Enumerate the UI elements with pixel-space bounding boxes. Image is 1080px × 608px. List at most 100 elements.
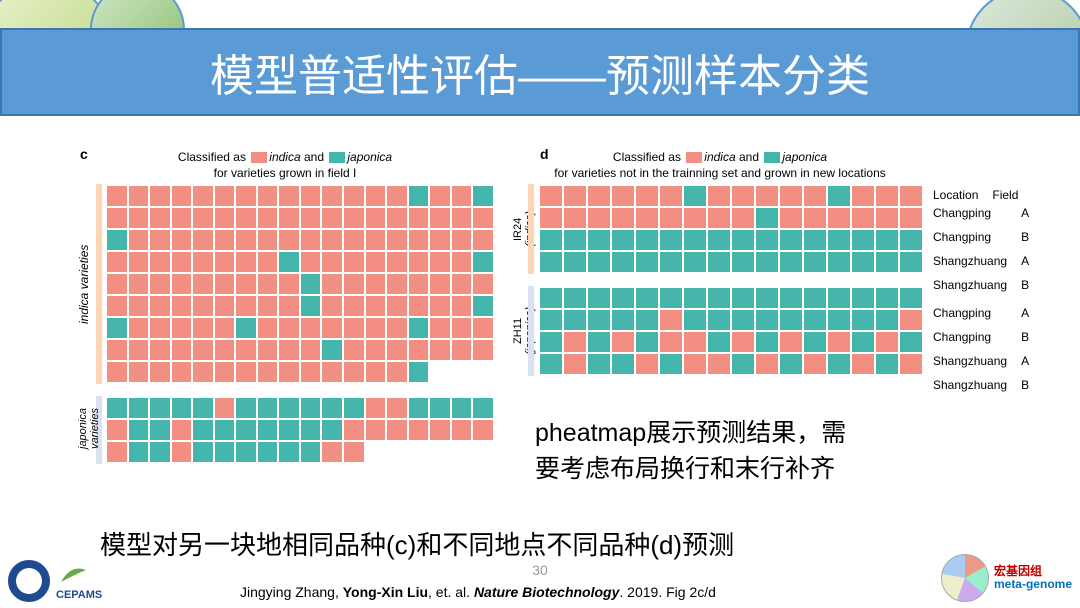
heatmap-cell bbox=[588, 208, 610, 228]
heatmap-cell bbox=[804, 208, 826, 228]
heatmap-cell bbox=[473, 186, 493, 206]
heatmap-cell bbox=[258, 420, 278, 440]
heatmap-cell bbox=[172, 274, 192, 294]
metagenome-pie-icon bbox=[941, 554, 989, 602]
heatmap-cell bbox=[387, 420, 407, 440]
heatmap-cell bbox=[387, 398, 407, 418]
heatmap-cell bbox=[636, 186, 658, 206]
heatmap-cell bbox=[540, 288, 562, 308]
loc-field-cell: A bbox=[1015, 350, 1035, 372]
logo-right: 宏基因组 meta-genome bbox=[941, 554, 1072, 602]
heatmap-cell bbox=[150, 340, 170, 360]
loc-field-block-2: ChangpingAChangpingBShangzhuangAShangzhu… bbox=[925, 300, 1037, 398]
heatmap-cell bbox=[409, 252, 429, 272]
heatmap-cell bbox=[172, 186, 192, 206]
heatmap-cell bbox=[852, 354, 874, 374]
heatmap-cell bbox=[172, 252, 192, 272]
heatmap-cell bbox=[473, 420, 493, 440]
heatmap-cell bbox=[322, 442, 342, 462]
heatmap-cell bbox=[804, 230, 826, 250]
heatmap-cell bbox=[366, 340, 386, 360]
heatmap-cell bbox=[279, 442, 299, 462]
heatmap-cell bbox=[660, 230, 682, 250]
heatmap-cell bbox=[387, 318, 407, 338]
heatmap-cell bbox=[660, 310, 682, 330]
heatmap-cell bbox=[780, 354, 802, 374]
heatmap-cell bbox=[366, 362, 386, 382]
heatmap-cell bbox=[322, 340, 342, 360]
heatmap-cell bbox=[430, 318, 450, 338]
heatmap-cell bbox=[215, 296, 235, 316]
heatmap-cell bbox=[708, 252, 730, 272]
heatmap-cell bbox=[301, 230, 321, 250]
heatmap-cell bbox=[129, 398, 149, 418]
heatmap-cell bbox=[193, 296, 213, 316]
heatmap-cell bbox=[540, 252, 562, 272]
heatmap-cell bbox=[279, 186, 299, 206]
heatmap-cell bbox=[279, 208, 299, 228]
heatmap-cell bbox=[876, 230, 898, 250]
heatmap-cell bbox=[366, 318, 386, 338]
heatmap-cell bbox=[322, 186, 342, 206]
heatmap-cell bbox=[756, 208, 778, 228]
heatmap-cell bbox=[564, 310, 586, 330]
heatmap-cell bbox=[636, 310, 658, 330]
heatmap-cell bbox=[409, 274, 429, 294]
heatmap-cell bbox=[322, 296, 342, 316]
heatmap-cell bbox=[780, 288, 802, 308]
heatmap-cell bbox=[409, 208, 429, 228]
heatmap-cell bbox=[684, 310, 706, 330]
heatmap-cell bbox=[684, 252, 706, 272]
cepams-leaf-icon bbox=[56, 562, 90, 584]
heatmap-cell bbox=[804, 310, 826, 330]
heatmap-cell bbox=[172, 340, 192, 360]
heatmap-cell bbox=[732, 230, 754, 250]
heatmap-cell bbox=[366, 420, 386, 440]
heatmap-cell bbox=[366, 398, 386, 418]
heatmap-cell bbox=[732, 288, 754, 308]
heatmap-cell bbox=[452, 274, 472, 294]
heatmap-cell bbox=[279, 230, 299, 250]
heatmap-cell bbox=[344, 252, 364, 272]
loc-field-cell: B bbox=[1015, 326, 1035, 348]
heatmap-cell bbox=[900, 252, 922, 272]
slide-title: 模型普适性评估——预测样本分类 bbox=[0, 28, 1080, 116]
heatmap-cell bbox=[780, 332, 802, 352]
heatmap-cell bbox=[172, 442, 192, 462]
heatmap-cell bbox=[612, 186, 634, 206]
heatmap-cell bbox=[301, 274, 321, 294]
heatmap-cell bbox=[828, 230, 850, 250]
heatmap-cell bbox=[876, 186, 898, 206]
heatmap-cell bbox=[129, 442, 149, 462]
heatmap-cell bbox=[756, 354, 778, 374]
heatmap-cell bbox=[876, 332, 898, 352]
heatmap-cell bbox=[258, 230, 278, 250]
heatmap-d-ZH11 bbox=[538, 286, 924, 376]
heatmap-cell bbox=[236, 252, 256, 272]
figure-panel-c: c Classified as indica and japonica for … bbox=[75, 150, 495, 510]
heatmap-cell bbox=[279, 340, 299, 360]
loc-field-cell: A bbox=[1015, 250, 1035, 272]
heatmap-cell bbox=[452, 398, 472, 418]
heatmap-cell bbox=[172, 208, 192, 228]
heatmap-cell bbox=[193, 208, 213, 228]
heatmap-cell bbox=[828, 186, 850, 206]
heatmap-cell bbox=[150, 230, 170, 250]
loc-field-cell: A bbox=[1015, 202, 1035, 224]
heatmap-cell bbox=[612, 354, 634, 374]
heatmap-cell bbox=[540, 354, 562, 374]
heatmap-cell bbox=[636, 252, 658, 272]
heatmap-cell bbox=[301, 318, 321, 338]
panel-d-sublegend: for varieties not in the trainning set a… bbox=[530, 166, 910, 180]
heatmap-cell bbox=[215, 230, 235, 250]
loc-field-cell: Changping bbox=[927, 202, 1013, 224]
heatmap-cell bbox=[150, 442, 170, 462]
heatmap-cell bbox=[150, 296, 170, 316]
heatmap-cell bbox=[900, 288, 922, 308]
figure-panel-d: d Classified as indica and japonica for … bbox=[500, 150, 1060, 375]
heatmap-cell bbox=[236, 230, 256, 250]
heatmap-cell bbox=[804, 288, 826, 308]
heatmap-cell bbox=[828, 252, 850, 272]
heatmap-cell bbox=[564, 354, 586, 374]
heatmap-cell bbox=[612, 288, 634, 308]
